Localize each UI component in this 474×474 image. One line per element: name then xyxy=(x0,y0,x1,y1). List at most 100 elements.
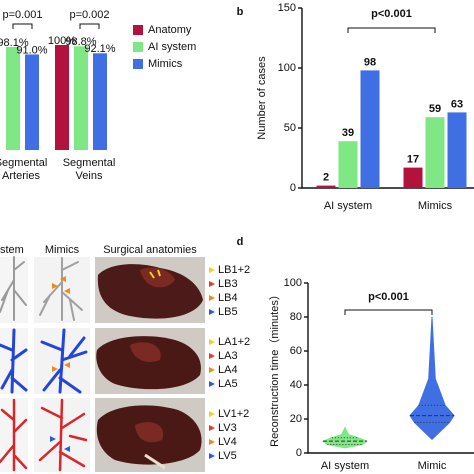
y-tick-label: 40 xyxy=(290,379,302,391)
image xyxy=(140,267,175,288)
data-label: 17 xyxy=(407,154,419,166)
bar xyxy=(360,70,380,188)
image xyxy=(38,398,88,472)
annotation: p=0.002 xyxy=(69,9,109,21)
image xyxy=(39,257,83,321)
x-tick-label: SegmentalArteries xyxy=(0,157,47,182)
legend-label: Anatomy xyxy=(148,24,192,36)
image xyxy=(135,422,164,443)
x-tick-label: Mimics xyxy=(418,200,453,212)
x-tick-label: AI system xyxy=(321,460,369,472)
label: LV4 xyxy=(218,436,237,448)
bracket xyxy=(347,27,436,33)
image xyxy=(0,328,28,394)
bar xyxy=(55,45,69,150)
label: LB4 xyxy=(218,292,238,304)
violin xyxy=(409,316,455,440)
label: LA1+2 xyxy=(218,336,250,348)
arrow xyxy=(209,281,215,287)
y-tick-label: 60 xyxy=(290,345,302,357)
bar xyxy=(74,46,88,151)
y-tick-label: 100 xyxy=(278,62,296,74)
image xyxy=(130,342,161,363)
data-label: 92.1% xyxy=(84,43,115,55)
label: LA4 xyxy=(218,364,238,376)
arrow xyxy=(209,411,215,417)
bracket xyxy=(12,23,33,29)
label: LV3 xyxy=(218,422,237,434)
image xyxy=(50,436,70,452)
data-label: 59 xyxy=(429,103,441,115)
bracket xyxy=(79,23,100,29)
label: LB3 xyxy=(218,278,238,290)
annotation: p<0.001 xyxy=(368,291,409,303)
image xyxy=(40,328,88,394)
image xyxy=(144,453,166,470)
panel-label: d xyxy=(237,236,244,248)
x-tick-label: Mimic xyxy=(418,460,447,472)
legend-c: LB1+2 LB3 LB4 LB5 LA1+2 LA3 LA4 LA5 LV1+2 LV3 LV4 L… xyxy=(209,264,250,462)
data-label: 98.8% xyxy=(65,36,96,48)
y-tick-label: 50 xyxy=(284,122,296,134)
y-tick-label: 0 xyxy=(290,182,296,194)
arrow xyxy=(209,381,215,387)
bar xyxy=(25,54,39,151)
y-axis-title: Number of cases xyxy=(256,56,268,140)
label: LB1+2 xyxy=(218,264,250,276)
image xyxy=(0,256,27,321)
bar xyxy=(338,141,358,188)
arrow xyxy=(209,439,215,445)
data-label: 98.1% xyxy=(0,37,29,49)
image xyxy=(97,264,203,319)
legend-label: AI system xyxy=(148,41,196,53)
label: LA5 xyxy=(218,378,238,390)
label: LB5 xyxy=(218,306,238,318)
column-header: stem xyxy=(0,244,24,256)
annotation: p=0.001 xyxy=(2,9,42,21)
arrow xyxy=(209,267,215,273)
image xyxy=(96,336,201,390)
label: LV1+2 xyxy=(218,408,249,420)
arrow xyxy=(209,353,215,359)
legend-swatch xyxy=(133,42,143,52)
y-tick-label: 150 xyxy=(278,2,296,14)
arrow xyxy=(209,425,215,431)
bar xyxy=(93,53,107,150)
data-label: 91.0% xyxy=(16,44,47,56)
arrow xyxy=(209,309,215,315)
data-label: 63 xyxy=(451,98,463,110)
y-tick-label: 0 xyxy=(296,447,302,459)
label: LA3 xyxy=(218,350,238,362)
image xyxy=(52,362,70,372)
arrow xyxy=(209,367,215,373)
arrow xyxy=(209,339,215,345)
y-tick-label: 80 xyxy=(290,311,302,323)
arrow xyxy=(209,453,215,459)
data-label: 98 xyxy=(364,56,376,68)
data-label: 39 xyxy=(342,127,354,139)
y-axis-title: Reconstruction time（minutes） xyxy=(268,289,281,447)
legend-swatch xyxy=(133,25,143,35)
violin xyxy=(322,427,368,449)
bar xyxy=(316,185,336,188)
bar xyxy=(425,117,445,188)
legend-swatch xyxy=(133,59,143,69)
x-tick-label: AI system xyxy=(324,200,372,212)
bracket xyxy=(344,309,433,315)
data-label: 100% xyxy=(48,35,76,47)
bar xyxy=(6,46,20,151)
bar xyxy=(447,112,467,188)
data-label: 2 xyxy=(323,172,329,184)
x-tick-label: Segmental Veins xyxy=(63,157,116,182)
y-tick-label: 100 xyxy=(284,277,302,289)
image xyxy=(0,398,28,472)
y-tick-label: 20 xyxy=(290,413,302,425)
bar xyxy=(403,167,423,188)
label: LV5 xyxy=(218,450,237,462)
axis xyxy=(307,283,474,454)
arrow xyxy=(209,295,215,301)
image xyxy=(52,276,70,294)
image xyxy=(149,269,161,279)
